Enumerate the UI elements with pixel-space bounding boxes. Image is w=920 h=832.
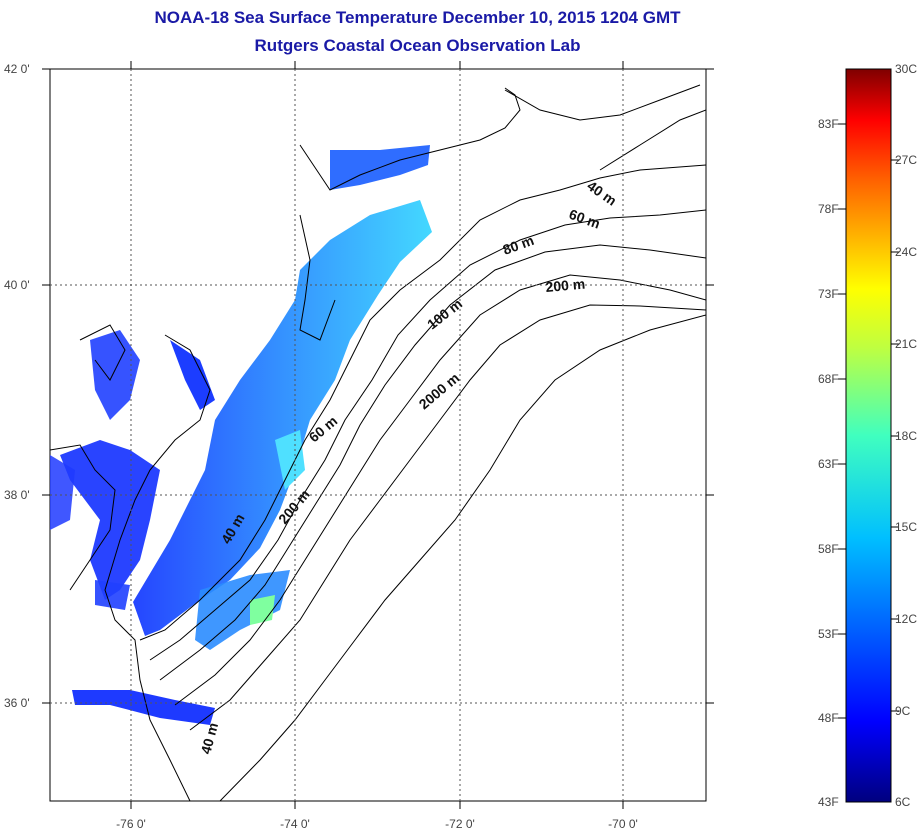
colorbar-c-18: 18C [895, 429, 917, 443]
colorbar-f-83: 83F [818, 117, 839, 131]
colorbar-f-73: 73F [818, 287, 839, 301]
sst-swath [50, 145, 432, 725]
colorbar-c-24: 24C [895, 245, 917, 259]
colorbar-c-12: 12C [895, 612, 917, 626]
colorbar-f-78: 78F [818, 202, 839, 216]
lat-label-36: 36 0' [4, 696, 30, 710]
temperature-colorbar [845, 68, 892, 803]
lon-label-76: -76 0' [116, 817, 146, 831]
colorbar-f-58: 58F [818, 542, 839, 556]
lon-label-70: -70 0' [608, 817, 638, 831]
frame-ticks [42, 61, 714, 809]
map-title: NOAA-18 Sea Surface Temperature December… [154, 8, 681, 27]
colorbar-f-53: 53F [818, 627, 839, 641]
coastline [50, 87, 521, 801]
lat-label-38: 38 0' [4, 488, 30, 502]
colorbar-c-15: 15C [895, 520, 917, 534]
colorbar-f-43: 43F [818, 795, 839, 809]
colorbar-c-30: 30C [895, 62, 917, 76]
colorbar-c-6: 6C [895, 795, 911, 809]
colorbar-f-68: 68F [818, 372, 839, 386]
colorbar-c-21: 21C [895, 337, 917, 351]
lon-label-72: -72 0' [445, 817, 475, 831]
colorbar-c-9: 9C [895, 704, 911, 718]
colorbar-c-27: 27C [895, 153, 917, 167]
lat-label-42: 42 0' [4, 62, 30, 76]
lat-label-40: 40 0' [4, 278, 30, 292]
lon-label-74: -74 0' [280, 817, 310, 831]
contour-label-40m-hatteras: 40 m [197, 721, 221, 756]
map-frame [49, 68, 707, 802]
colorbar-f-48: 48F [818, 711, 839, 725]
contour-label-200m: 200 m [545, 276, 586, 295]
colorbar-ticks [838, 123, 899, 719]
colorbar-f-63: 63F [818, 457, 839, 471]
depth-contours [139, 84, 706, 801]
map-subtitle: Rutgers Coastal Ocean Observation Lab [254, 36, 581, 55]
graticule [50, 69, 706, 801]
